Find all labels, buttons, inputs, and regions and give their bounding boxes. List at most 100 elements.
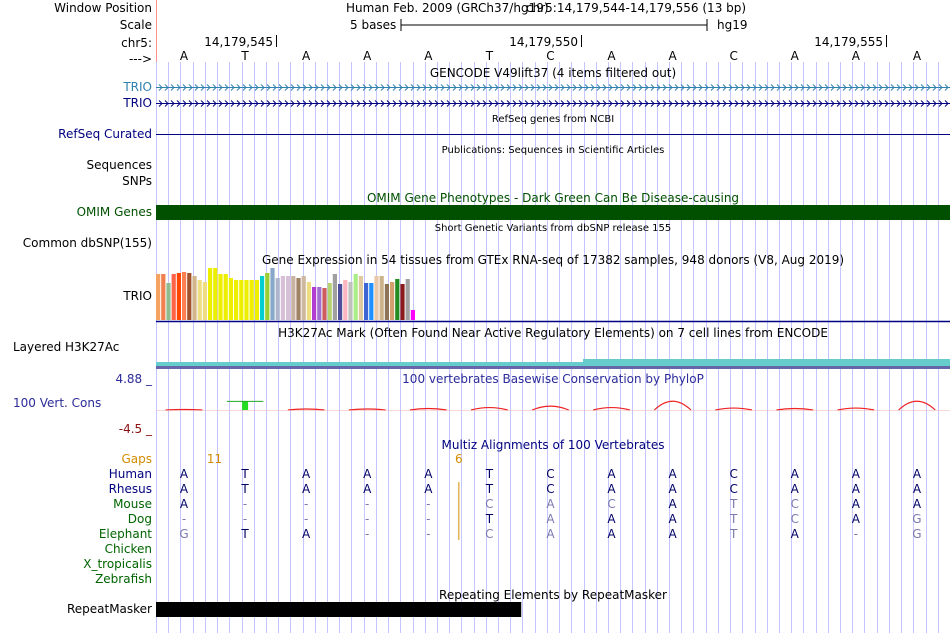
gencode-transcript-1-chevrons: [158, 84, 949, 91]
gencode-row-label-1[interactable]: TRIO: [123, 80, 152, 94]
species-label-human: Human: [108, 467, 152, 481]
refseq-track-title[interactable]: RefSeq genes from NCBI: [491, 114, 615, 125]
snps-track-label[interactable]: SNPs: [122, 174, 152, 188]
coordinate-label: 14,179,555: [814, 35, 883, 49]
gtex-tissue-bar: [192, 276, 197, 320]
dbsnp-track-title[interactable]: Short Genetic Variants from dbSNP releas…: [434, 223, 672, 234]
h3k27ac-track-label[interactable]: Layered H3K27Ac: [13, 340, 120, 354]
gtex-tissue-bar: [218, 274, 223, 320]
dbsnp-track-label[interactable]: Common dbSNP(155): [22, 236, 152, 250]
gtex-tissue-bar: [338, 284, 343, 320]
h3k27ac-signal-cyan: [156, 362, 950, 367]
omim-track-title[interactable]: OMIM Gene Phenotypes - Dark Green Can Be…: [366, 191, 740, 205]
reference-base: C: [729, 49, 738, 63]
chrom-label: chr5:: [121, 36, 152, 50]
gtex-tissue-bar: [166, 283, 171, 320]
reference-base: A: [607, 49, 616, 63]
h3k27ac-track-title[interactable]: H3K27Ac Mark (Often Found Near Active Re…: [278, 326, 828, 340]
phylop-score-mark: [242, 401, 249, 410]
scale-label: Scale: [119, 18, 152, 32]
gtex-tissue-bar: [176, 273, 181, 320]
gtex-track-title[interactable]: Gene Expression in 54 tissues from GTEx …: [261, 253, 845, 267]
phylop-score-mark: [409, 407, 447, 411]
gtex-tissue-bar: [202, 282, 207, 320]
phylop-score-mark: [531, 405, 570, 411]
gtex-tissue-bar: [301, 276, 306, 320]
alignment-base: -: [426, 497, 431, 511]
reference-base: A: [424, 49, 433, 63]
coordinate-label: 14,179,545: [204, 35, 273, 49]
repeatmasker-track-title[interactable]: Repeating Elements by RepeatMasker: [439, 588, 667, 602]
alignment-base: C: [790, 497, 799, 511]
gtex-tissue-bar: [343, 280, 348, 320]
alignment-base: T: [485, 467, 494, 481]
gtex-tissue-bar: [400, 284, 405, 320]
gtex-tissue-bar: [223, 274, 228, 320]
alignment-base: -: [242, 497, 248, 511]
phylop-score-mark: [348, 408, 386, 411]
alignment-base: G: [912, 527, 922, 541]
phylop-score-mark: [470, 406, 508, 411]
gencode-row-label-2[interactable]: TRIO: [123, 96, 152, 110]
alignment-base: -: [426, 512, 431, 526]
window-position-label: Window Position: [54, 1, 152, 15]
alignment-base: T: [241, 482, 249, 496]
alignment-base: -: [365, 497, 370, 511]
repeatmasker-track-label[interactable]: RepeatMasker: [66, 602, 152, 616]
gencode-transcript-2-chevrons: [158, 100, 949, 107]
alignment-base: A: [790, 467, 799, 481]
phylop-score-mark: [593, 406, 631, 411]
strand-label: --->: [128, 52, 152, 66]
assembly-title: Human Feb. 2009 (GRCh37/hg19): [346, 1, 549, 15]
gtex-tissue-bar: [358, 276, 363, 320]
alignment-base: A: [607, 482, 616, 496]
alignment-base: A: [851, 512, 860, 526]
gencode-track-title[interactable]: GENCODE V49lift37 (4 items filtered out): [429, 66, 677, 80]
gtex-tissue-bar: [280, 276, 285, 320]
gtex-tissue-bar: [254, 280, 259, 320]
gtex-track-label[interactable]: TRIO: [123, 289, 152, 303]
alignment-base: A: [546, 512, 555, 526]
gtex-tissue-bar: [187, 273, 192, 320]
phylop-score-mark: [653, 400, 692, 411]
alignment-base: A: [851, 497, 860, 511]
gtex-tissue-bar: [161, 274, 166, 320]
phylop-score-mark: [715, 407, 753, 411]
conservation-track-label[interactable]: 100 Vert. Cons: [13, 396, 102, 410]
alignment-base: A: [790, 527, 799, 541]
alignment-base: A: [851, 467, 860, 481]
reference-base: A: [668, 49, 677, 63]
refseq-track-label[interactable]: RefSeq Curated: [58, 127, 152, 141]
gtex-tissue-bar: [410, 310, 415, 320]
sequences-track-label[interactable]: Sequences: [86, 158, 152, 172]
reference-base: A: [790, 49, 799, 63]
alignment-base: C: [729, 467, 738, 481]
alignment-base: A: [302, 527, 311, 541]
gtex-tissue-bar: [379, 276, 384, 320]
publications-track-title[interactable]: Publications: Sequences in Scientific Ar…: [441, 145, 665, 156]
alignment-base: A: [179, 497, 189, 511]
h3k27ac-signal-cyan-peak: [583, 359, 950, 362]
alignment-base: A: [607, 527, 616, 541]
alignment-base: A: [912, 482, 922, 496]
track-features: [156, 19, 950, 617]
reference-base: A: [912, 49, 922, 63]
coordinate-label: 14,179,550: [509, 35, 578, 49]
alignment-base: A: [851, 482, 860, 496]
omim-track-label[interactable]: OMIM Genes: [76, 205, 152, 219]
multiz-track-title[interactable]: Multiz Alignments of 100 Vertebrates: [441, 438, 665, 452]
alignment-base: A: [363, 482, 372, 496]
conservation-min-label: -4.5 _: [118, 422, 152, 436]
track-image-area[interactable]: Human Feb. 2009 (GRCh37/hg19) chr5:14,17…: [156, 0, 950, 633]
species-label-rhesus: Rhesus: [108, 482, 152, 496]
reference-base: T: [485, 49, 494, 63]
reference-base: C: [546, 49, 555, 63]
alignment-base: C: [485, 497, 494, 511]
conservation-track-title[interactable]: 100 vertebrates Basewise Conservation by…: [402, 372, 704, 386]
phylop-score-mark: [837, 407, 875, 411]
alignment-base: -: [181, 512, 187, 526]
gtex-tissue-bar: [332, 274, 337, 320]
gtex-tissue-bar: [265, 273, 270, 320]
alignment-base: -: [242, 512, 248, 526]
